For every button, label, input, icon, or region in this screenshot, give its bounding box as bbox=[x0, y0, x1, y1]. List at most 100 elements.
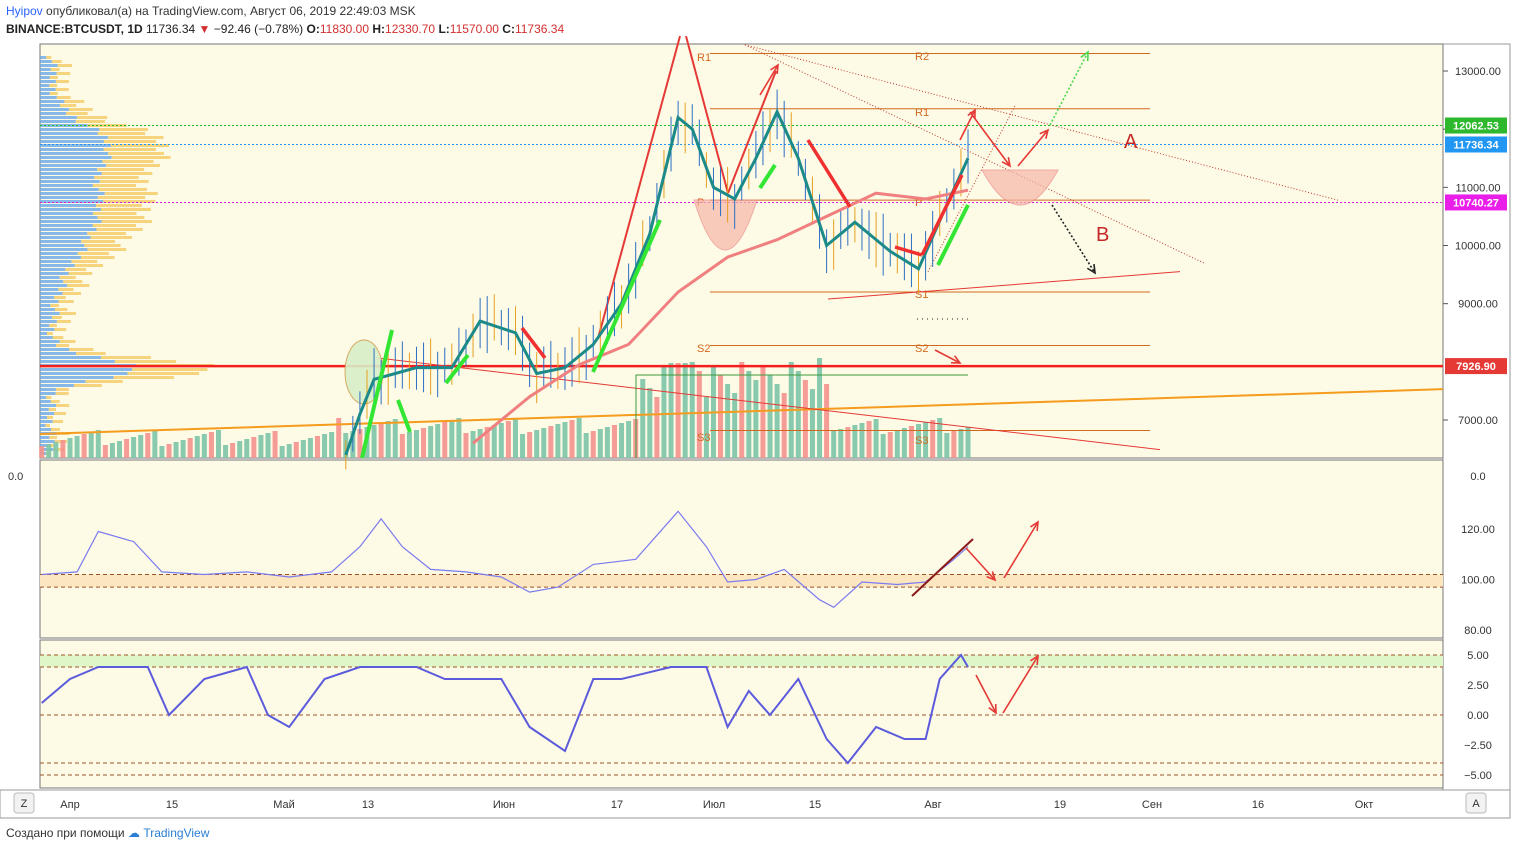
red-trend-segment bbox=[806, 139, 852, 208]
indicator2-arrow-down-head bbox=[988, 703, 997, 715]
volume-profile-bar bbox=[40, 128, 100, 131]
open-label: O: bbox=[306, 22, 320, 36]
green-level-tag-bg bbox=[1445, 117, 1507, 134]
volume-profile-bar bbox=[40, 444, 48, 447]
volume-bar bbox=[336, 418, 342, 458]
green-trend-segment bbox=[444, 353, 470, 385]
red-trend-segment bbox=[894, 245, 923, 257]
indicator1-arrow-down-head bbox=[986, 571, 997, 582]
magenta-level-tag-bg bbox=[1445, 194, 1507, 211]
volume-bar bbox=[965, 427, 971, 458]
indicator2-axis-label: 5.00 bbox=[1467, 650, 1488, 662]
volume-profile-bar bbox=[50, 68, 60, 71]
volume-profile-bar bbox=[64, 100, 85, 103]
volume-profile-bar bbox=[56, 404, 70, 407]
pivot-label: S2 bbox=[915, 343, 928, 355]
volume-bar bbox=[725, 384, 731, 458]
volume-bar bbox=[555, 424, 561, 458]
volume-bar bbox=[647, 388, 653, 458]
volume-bar bbox=[470, 431, 476, 458]
volume-profile-bar bbox=[47, 332, 53, 335]
volume-profile-bar bbox=[114, 360, 177, 363]
volume-bar bbox=[371, 425, 377, 458]
auto-scale-button[interactable] bbox=[1465, 792, 1487, 814]
volume-bar bbox=[329, 432, 335, 458]
volume-profile-bar bbox=[103, 148, 156, 151]
volume-profile-bar bbox=[111, 156, 171, 159]
dotted-resistance-line bbox=[744, 44, 1206, 264]
volume-profile-bar bbox=[40, 260, 72, 263]
price-axis-label: 13000.00 bbox=[1455, 66, 1501, 78]
volume-profile-bar bbox=[94, 176, 139, 179]
green-level-tag: 12062.53 bbox=[1453, 121, 1499, 133]
projection-arrow-down-head bbox=[1001, 157, 1012, 168]
volume-bar bbox=[406, 432, 412, 458]
volume-bar bbox=[583, 433, 589, 458]
volume-bar bbox=[604, 427, 610, 458]
volume-bar bbox=[307, 438, 313, 458]
footer-brand[interactable]: TradingView bbox=[143, 826, 210, 840]
volume-profile-bar bbox=[40, 396, 47, 399]
indicator2-axis-label: 2.50 bbox=[1467, 680, 1488, 692]
volume-profile-bar bbox=[49, 92, 58, 95]
footer-text: Создано при помощи bbox=[6, 826, 125, 840]
volume-profile-bar bbox=[40, 344, 56, 347]
zoom-button[interactable] bbox=[13, 792, 35, 814]
last-price: 11736.34 bbox=[146, 22, 196, 36]
projection-arrow-green bbox=[1049, 51, 1089, 126]
volume-bar bbox=[619, 423, 625, 458]
volume-profile-bar bbox=[40, 268, 66, 271]
volume-profile-bar bbox=[84, 244, 121, 247]
current-price-tag: 11736.34 bbox=[1453, 140, 1499, 152]
volume-profile-bar bbox=[40, 176, 95, 179]
indicator1-arrow-up bbox=[1003, 521, 1039, 579]
author-name[interactable]: Hyipov bbox=[6, 4, 43, 18]
time-axis-label: 19 bbox=[1054, 799, 1066, 811]
red-drop-line bbox=[685, 35, 729, 194]
volume-profile-bar bbox=[40, 424, 46, 427]
volume-profile-bar bbox=[113, 376, 174, 379]
volume-profile-bar bbox=[92, 224, 137, 227]
volume-bar bbox=[576, 418, 582, 458]
volume-profile-bar bbox=[40, 56, 47, 59]
projection-arrow-small-head bbox=[967, 108, 976, 120]
volume-profile-bar bbox=[40, 408, 49, 411]
tradingview-logo-icon[interactable]: ☁ bbox=[127, 826, 140, 840]
volume-bar bbox=[718, 375, 724, 458]
zoom-button-label: Z bbox=[21, 798, 28, 810]
time-axis-label: 15 bbox=[166, 799, 178, 811]
volume-profile-bar bbox=[40, 196, 98, 199]
volume-profile-bar bbox=[68, 108, 93, 111]
volume-bar bbox=[215, 430, 221, 458]
volume-profile-bar bbox=[40, 356, 102, 359]
volume-profile-bar bbox=[40, 220, 102, 223]
projection-arrow-green-head bbox=[1080, 50, 1089, 62]
volume-profile-bar bbox=[58, 300, 74, 303]
volume-profile-bar bbox=[40, 96, 57, 99]
volume-profile-bar bbox=[71, 260, 98, 263]
volume-profile-bar bbox=[40, 320, 57, 323]
volume-profile-bar bbox=[40, 180, 100, 183]
red-rise-line bbox=[727, 70, 777, 194]
volume-profile-bar bbox=[40, 72, 57, 75]
volume-profile-bar bbox=[40, 188, 99, 191]
volume-profile-bar bbox=[40, 252, 78, 255]
volume-profile-bar bbox=[56, 96, 71, 99]
volume-bar bbox=[138, 435, 144, 458]
volume-bar bbox=[562, 422, 568, 458]
open-value: 11830.00 bbox=[319, 22, 370, 36]
volume-profile-bar bbox=[40, 120, 76, 123]
volume-profile-bar bbox=[57, 64, 73, 67]
volume-profile-bar bbox=[40, 116, 77, 119]
indicator1-trend-line bbox=[911, 538, 974, 597]
volume-bar bbox=[385, 421, 391, 458]
volume-profile-bar bbox=[110, 144, 169, 147]
volume-bar bbox=[187, 438, 193, 458]
volume-bar bbox=[795, 371, 801, 458]
volume-profile-bar bbox=[76, 352, 106, 355]
green-trend-segment bbox=[758, 163, 777, 190]
volume-bar bbox=[74, 436, 80, 458]
red-up-trend-line bbox=[827, 271, 1181, 300]
volume-profile-bar bbox=[85, 380, 123, 383]
volume-bar bbox=[378, 423, 384, 458]
